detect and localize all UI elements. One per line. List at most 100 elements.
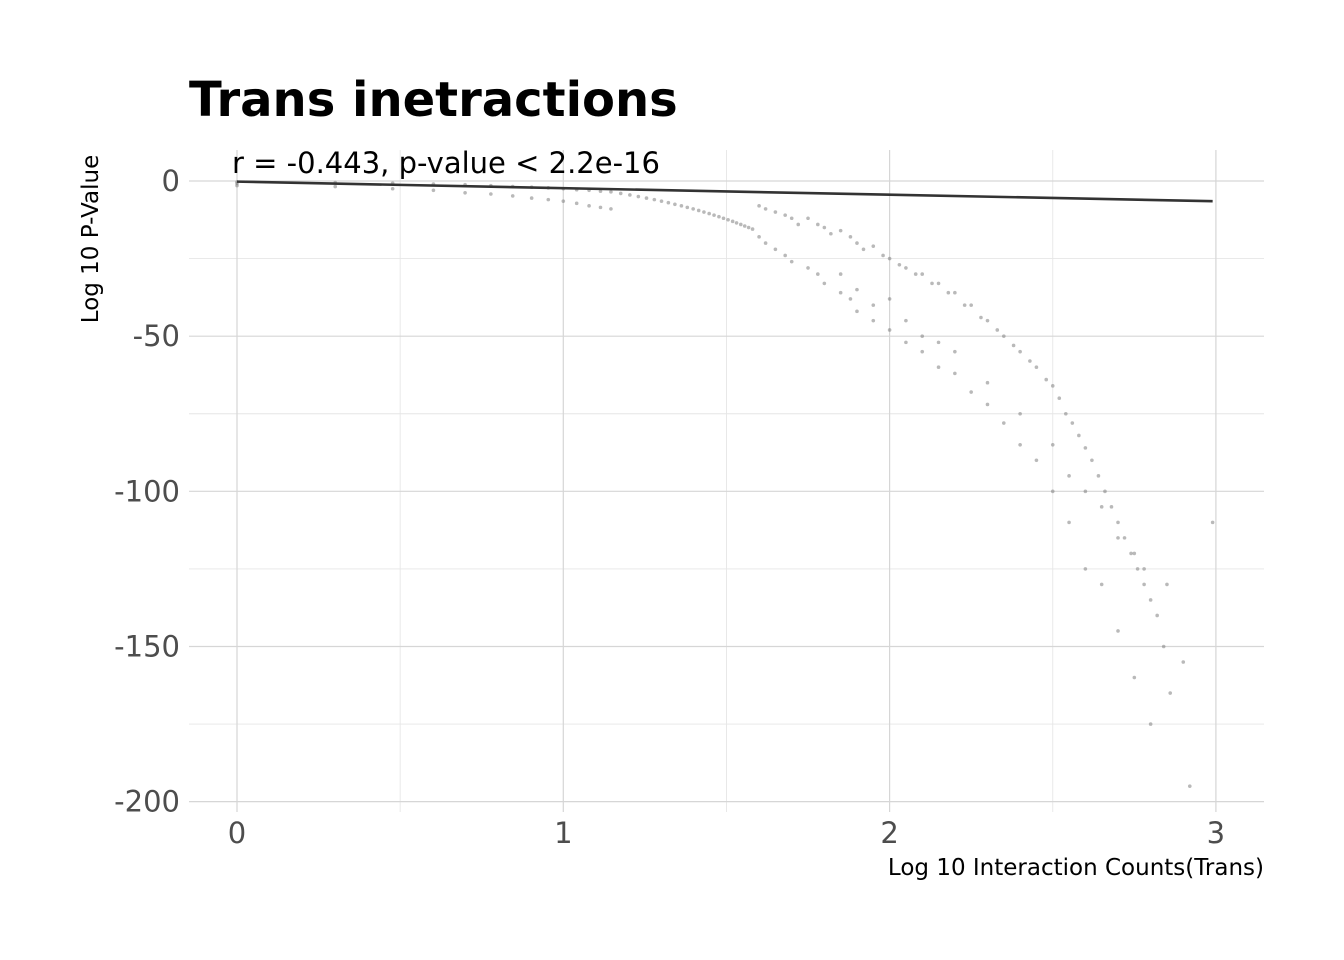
data-point: [816, 222, 820, 227]
data-point: [806, 266, 810, 270]
data-point: [1096, 474, 1101, 478]
data-point: [463, 190, 467, 195]
data-point: [691, 207, 695, 211]
data-point: [679, 204, 684, 208]
data-point: [1099, 582, 1104, 587]
grid-layer: [189, 150, 1264, 812]
data-point: [773, 210, 778, 214]
line-layer: [236, 180, 1213, 203]
regression-line: [236, 180, 1213, 203]
data-point: [1067, 474, 1071, 478]
data-point: [789, 216, 794, 221]
data-point: [838, 228, 843, 233]
data-point: [936, 340, 941, 345]
data-point: [822, 281, 827, 286]
data-point: [750, 227, 755, 231]
data-point: [887, 297, 892, 301]
x-tick-label: 0: [228, 816, 246, 850]
data-point: [962, 303, 967, 307]
data-point: [1116, 536, 1120, 540]
points-layer: [235, 180, 1215, 788]
data-point: [1050, 384, 1055, 388]
data-point: [1142, 582, 1146, 587]
data-point: [1181, 660, 1186, 664]
data-point: [920, 272, 925, 276]
data-point: [746, 225, 751, 230]
data-point: [644, 196, 649, 200]
data-point: [1187, 784, 1192, 788]
data-point: [510, 194, 515, 198]
data-point: [757, 235, 761, 239]
data-point: [848, 235, 853, 239]
data-point: [985, 318, 990, 323]
data-point: [881, 253, 885, 258]
data-point: [1064, 411, 1068, 416]
data-point: [712, 213, 716, 217]
data-point: [1083, 489, 1088, 494]
data-point: [871, 244, 876, 248]
data-point: [1122, 536, 1127, 540]
data-point: [1148, 598, 1153, 602]
data-point: [1132, 551, 1137, 556]
data-point: [829, 231, 833, 236]
data-point: [913, 272, 918, 276]
data-point: [546, 197, 551, 202]
data-point: [1018, 411, 1022, 416]
y-tick-label: 0: [162, 164, 180, 198]
data-point: [871, 303, 876, 307]
data-point: [726, 217, 730, 222]
data-point: [1161, 644, 1166, 649]
data-point: [1103, 489, 1107, 494]
data-point: [1077, 433, 1081, 438]
data-point: [685, 205, 690, 210]
data-point: [763, 241, 768, 245]
data-point: [1002, 421, 1006, 425]
data-point: [636, 194, 641, 199]
data-point: [1132, 675, 1137, 680]
data-point: [936, 365, 941, 369]
x-tick-label: 2: [880, 816, 898, 850]
data-point: [717, 214, 721, 219]
data-point: [489, 192, 493, 196]
data-point: [1044, 377, 1049, 382]
chart-title: Trans inetractions: [189, 72, 678, 128]
data-point: [985, 402, 990, 407]
data-point: [739, 222, 743, 227]
data-point: [609, 207, 613, 211]
data-point: [1148, 722, 1153, 726]
y-axis-title: Log 10 P-Value: [78, 155, 104, 323]
x-tick-label: 1: [554, 816, 572, 850]
x-tick-label: 3: [1207, 816, 1225, 850]
y-tick-label: -50: [133, 319, 180, 353]
data-point: [822, 225, 827, 230]
data-point: [529, 196, 534, 200]
data-point: [431, 188, 436, 193]
data-point: [1057, 396, 1062, 401]
data-point: [855, 287, 859, 292]
data-point: [702, 210, 706, 214]
data-point: [587, 204, 591, 208]
data-point: [897, 262, 902, 267]
data-point: [561, 199, 566, 203]
data-point: [1083, 567, 1088, 571]
data-point: [1116, 629, 1120, 633]
data-point: [707, 211, 711, 216]
y-tick-label: -200: [114, 785, 180, 819]
data-point: [930, 281, 934, 286]
data-point: [1135, 567, 1140, 571]
data-point: [796, 222, 801, 227]
data-point: [855, 241, 859, 245]
data-point: [757, 204, 761, 208]
data-point: [1028, 359, 1032, 363]
data-point: [1050, 442, 1055, 447]
x-axis-title: Log 10 Interaction Counts(Trans): [888, 855, 1264, 881]
data-point: [1165, 582, 1169, 587]
data-point: [618, 191, 623, 196]
data-point: [1002, 334, 1006, 338]
data-point: [574, 201, 579, 206]
y-tick-label: -150: [114, 629, 180, 663]
data-point: [995, 328, 1000, 332]
data-point: [1011, 343, 1016, 348]
data-point: [673, 202, 677, 207]
